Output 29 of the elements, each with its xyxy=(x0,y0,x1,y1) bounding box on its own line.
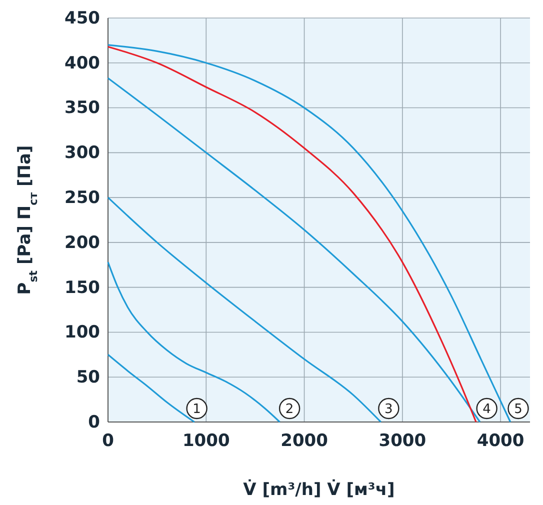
annotation: 1 xyxy=(192,402,201,418)
line-series xyxy=(107,196,382,423)
y-tick-label: 150 xyxy=(64,278,100,298)
x-axis-title: V̇ [m³/h] V̇ [м³ч] xyxy=(243,478,395,500)
y-tick-label: 300 xyxy=(64,143,100,164)
line-series xyxy=(107,354,196,423)
x-tick-label: 3000 xyxy=(378,431,426,452)
y-tick-label: 0 xyxy=(88,412,100,432)
x-tick-label: 4000 xyxy=(476,431,524,452)
annotation: 3 xyxy=(384,402,393,418)
x-tick-label: 2000 xyxy=(280,431,328,452)
annotation: 4 xyxy=(482,402,491,418)
y-tick-label: 200 xyxy=(64,232,100,253)
circled-number: 3 xyxy=(378,398,400,420)
circled-number: 2 xyxy=(278,398,300,420)
annotation: 5 xyxy=(514,402,522,418)
circled-number: 5 xyxy=(508,398,529,420)
line-series xyxy=(107,261,281,423)
circled-number: 1 xyxy=(186,398,208,420)
x-tick-label: 1000 xyxy=(182,431,230,452)
y-tick-label: 350 xyxy=(64,98,100,118)
y-tick-label: 250 xyxy=(64,188,100,208)
circled-number: 4 xyxy=(476,398,498,420)
y-tick-label: 450 xyxy=(64,8,100,28)
annotation: 2 xyxy=(285,402,294,418)
x-tick-label: 0 xyxy=(102,431,114,452)
y-tick-label: 50 xyxy=(76,368,100,388)
y-tick-label: 400 xyxy=(64,53,100,74)
y-tick-label: 100 xyxy=(64,322,100,343)
